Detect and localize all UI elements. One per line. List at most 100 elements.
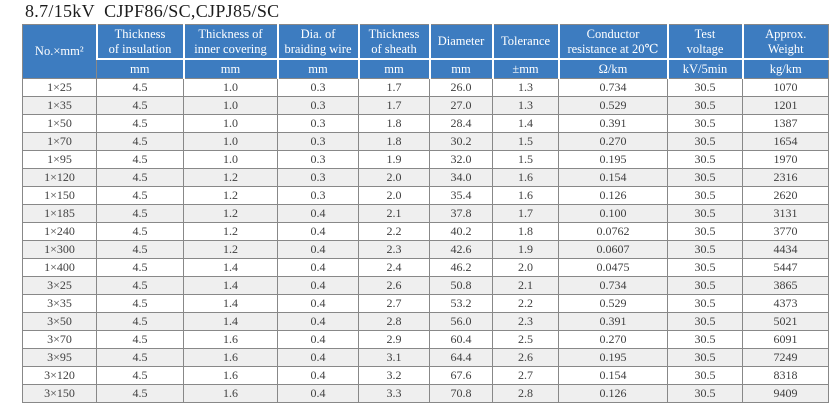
value-cell-conductor-resistance: 0.100 [558, 203, 668, 223]
value-cell-insulation-thickness: 4.5 [96, 149, 184, 169]
value-cell-tolerance: 2.1 [492, 275, 559, 295]
value-cell-conductor-resistance: 0.154 [558, 365, 668, 385]
table-row: 3×150 4.5 1.6 0.4 3.3 70.8 2.8 0.126 30.5 9409 [22, 383, 829, 403]
value-cell-braiding-wire-dia: 0.3 [277, 113, 359, 133]
value-cell-insulation-thickness: 4.5 [96, 239, 184, 259]
value-cell-sheath-thickness: 2.9 [358, 329, 430, 349]
value-cell-conductor-resistance: 0.154 [558, 167, 668, 187]
table-row: 3×70 4.5 1.6 0.4 2.9 60.4 2.5 0.270 30.5 6091 [22, 329, 829, 349]
table-row: 1×50 4.5 1.0 0.3 1.8 28.4 1.4 0.391 30.5 1387 [22, 113, 829, 133]
value-cell-sheath-thickness: 3.3 [358, 383, 430, 403]
value-cell-conductor-resistance: 0.734 [558, 275, 668, 295]
value-cell-inner-covering: 1.6 [183, 365, 278, 385]
spec-cell: 3×70 [22, 329, 97, 349]
table-row: 3×25 4.5 1.4 0.4 2.6 50.8 2.1 0.734 30.5 3865 [22, 275, 829, 295]
value-cell-braiding-wire-dia: 0.4 [277, 329, 359, 349]
value-cell-conductor-resistance: 0.126 [558, 383, 668, 403]
spec-cell: 1×400 [22, 257, 97, 277]
value-cell-braiding-wire-dia: 0.4 [277, 275, 359, 295]
column-unit-sheath-thickness: mm [357, 58, 430, 78]
value-cell-tolerance: 2.5 [492, 329, 559, 349]
value-cell-test-voltage: 30.5 [667, 239, 743, 259]
spec-cell: 1×35 [22, 95, 97, 115]
value-cell-tolerance: 1.9 [492, 239, 559, 259]
spec-cell: 3×120 [22, 365, 97, 385]
table-row: 1×70 4.5 1.0 0.3 1.8 30.2 1.5 0.270 30.5 1654 [22, 131, 829, 151]
value-cell-test-voltage: 30.5 [667, 383, 743, 403]
spec-cell: 1×185 [22, 203, 97, 223]
value-cell-inner-covering: 1.4 [183, 275, 278, 295]
value-cell-insulation-thickness: 4.5 [96, 167, 184, 187]
table-row: 1×25 4.5 1.0 0.3 1.7 26.0 1.3 0.734 30.5 1070 [22, 77, 829, 97]
value-cell-diameter: 50.8 [429, 275, 493, 295]
column-header-inner-covering: Thickness of inner covering [182, 24, 278, 59]
value-cell-insulation-thickness: 4.5 [96, 113, 184, 133]
value-cell-test-voltage: 30.5 [667, 365, 743, 385]
value-cell-test-voltage: 30.5 [667, 275, 743, 295]
value-cell-conductor-resistance: 0.195 [558, 149, 668, 169]
value-cell-diameter: 37.8 [429, 203, 493, 223]
spec-cell: 1×150 [22, 185, 97, 205]
value-cell-inner-covering: 1.4 [183, 293, 278, 313]
value-cell-inner-covering: 1.4 [183, 257, 278, 277]
value-cell-approx-weight: 9409 [742, 383, 829, 403]
value-cell-braiding-wire-dia: 0.3 [277, 95, 359, 115]
value-cell-test-voltage: 30.5 [667, 203, 743, 223]
value-cell-test-voltage: 30.5 [667, 329, 743, 349]
value-cell-braiding-wire-dia: 0.4 [277, 239, 359, 259]
value-cell-insulation-thickness: 4.5 [96, 293, 184, 313]
value-cell-test-voltage: 30.5 [667, 347, 743, 367]
column-header-insulation-thickness: Thickness of insulation [95, 24, 184, 59]
column-unit-conductor-resistance: Ω/km [557, 58, 668, 78]
value-cell-sheath-thickness: 2.0 [358, 167, 430, 187]
value-cell-approx-weight: 4434 [742, 239, 829, 259]
value-cell-test-voltage: 30.5 [667, 293, 743, 313]
value-cell-approx-weight: 5447 [742, 257, 829, 277]
value-cell-diameter: 30.2 [429, 131, 493, 151]
table-row: 3×95 4.5 1.6 0.4 3.1 64.4 2.6 0.195 30.5 7249 [22, 347, 829, 367]
value-cell-insulation-thickness: 4.5 [96, 77, 184, 97]
value-cell-diameter: 46.2 [429, 257, 493, 277]
spec-cell: 3×35 [22, 293, 97, 313]
value-cell-braiding-wire-dia: 0.4 [277, 347, 359, 367]
spec-cell: 1×95 [22, 149, 97, 169]
spec-cell: 1×300 [22, 239, 97, 259]
value-cell-tolerance: 1.8 [492, 221, 559, 241]
spec-cell: 3×150 [22, 383, 97, 403]
value-cell-conductor-resistance: 0.734 [558, 77, 668, 97]
value-cell-insulation-thickness: 4.5 [96, 221, 184, 241]
value-cell-sheath-thickness: 2.6 [358, 275, 430, 295]
value-cell-braiding-wire-dia: 0.4 [277, 203, 359, 223]
value-cell-tolerance: 1.4 [492, 113, 559, 133]
value-cell-approx-weight: 5021 [742, 311, 829, 331]
table-row: 3×50 4.5 1.4 0.4 2.8 56.0 2.3 0.391 30.5 5021 [22, 311, 829, 331]
value-cell-insulation-thickness: 4.5 [96, 257, 184, 277]
column-unit-braiding-wire-dia: mm [276, 58, 359, 78]
value-cell-tolerance: 1.6 [492, 185, 559, 205]
value-cell-sheath-thickness: 1.9 [358, 149, 430, 169]
value-cell-inner-covering: 1.0 [183, 77, 278, 97]
value-cell-tolerance: 1.5 [492, 131, 559, 151]
value-cell-approx-weight: 1387 [742, 113, 829, 133]
value-cell-braiding-wire-dia: 0.4 [277, 221, 359, 241]
value-cell-approx-weight: 3865 [742, 275, 829, 295]
table-row: 1×400 4.5 1.4 0.4 2.4 46.2 2.0 0.0475 30.5 5447 [22, 257, 829, 277]
table-body: 1×25 4.5 1.0 0.3 1.7 26.0 1.3 0.734 30.5 1070 1×35… [22, 77, 829, 403]
value-cell-sheath-thickness: 2.3 [358, 239, 430, 259]
value-cell-insulation-thickness: 4.5 [96, 203, 184, 223]
value-cell-sheath-thickness: 1.8 [358, 113, 430, 133]
value-cell-diameter: 60.4 [429, 329, 493, 349]
value-cell-approx-weight: 3770 [742, 221, 829, 241]
value-cell-tolerance: 2.2 [492, 293, 559, 313]
value-cell-braiding-wire-dia: 0.4 [277, 293, 359, 313]
value-cell-inner-covering: 1.2 [183, 221, 278, 241]
value-cell-diameter: 53.2 [429, 293, 493, 313]
table-row: 1×300 4.5 1.2 0.4 2.3 42.6 1.9 0.0607 30.5 4434 [22, 239, 829, 259]
value-cell-test-voltage: 30.5 [667, 113, 743, 133]
value-cell-sheath-thickness: 2.4 [358, 257, 430, 277]
column-header-sheath-thickness: Thickness of sheath [357, 24, 430, 59]
header-unit-row: mm mm mm mm mm ±mm Ω/km kV/5min kg/km [23, 58, 829, 78]
value-cell-inner-covering: 1.4 [183, 311, 278, 331]
value-cell-approx-weight: 8318 [742, 365, 829, 385]
value-cell-approx-weight: 1201 [742, 95, 829, 115]
